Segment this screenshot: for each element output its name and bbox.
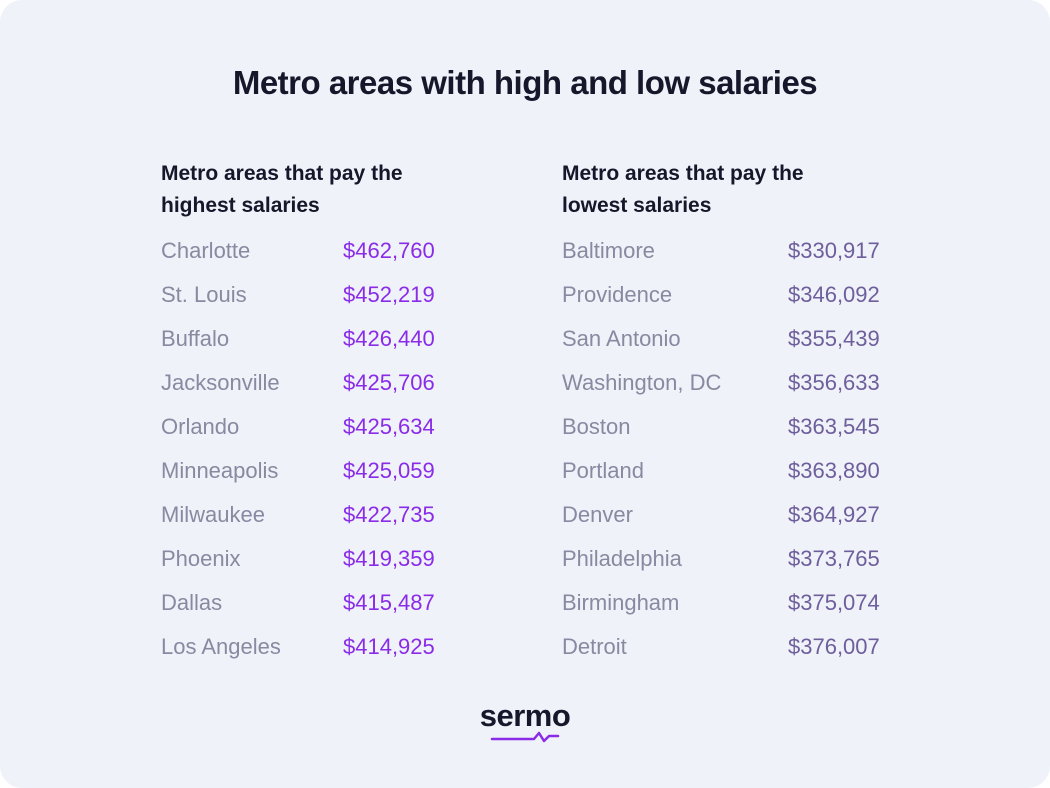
metro-name: San Antonio — [562, 326, 681, 351]
table-heading: Metro areas that pay the highest salaries — [161, 158, 403, 238]
table-row: Boston $363,545 — [562, 414, 880, 458]
salary: $462,760 — [343, 238, 435, 263]
table-row: Charlotte $462,760 — [161, 238, 435, 282]
salary: $414,925 — [343, 634, 435, 659]
salary: $426,440 — [343, 326, 435, 351]
table-row: Birmingham $375,074 — [562, 590, 880, 634]
table: Metro areas that pay the lowest salaries B… — [562, 158, 880, 678]
table-row: Providence $346,092 — [562, 282, 880, 326]
table-row: Phoenix $419,359 — [161, 546, 435, 590]
metro-name: Orlando — [161, 414, 240, 439]
table-row: San Antonio $355,439 — [562, 326, 880, 370]
metro-name: Boston — [562, 414, 631, 439]
salary: $356,633 — [788, 370, 880, 395]
table-row: Milwaukee $422,735 — [161, 502, 435, 546]
metro-name: Dallas — [161, 590, 223, 615]
metro-name: Milwaukee — [161, 502, 265, 527]
salary: $373,765 — [788, 546, 880, 571]
metro-name: Buffalo — [161, 326, 230, 351]
metro-name: Los Angeles — [161, 634, 281, 659]
salary: $363,545 — [788, 414, 880, 439]
table-row: St. Louis $452,219 — [161, 282, 435, 326]
table-row: Orlando $425,634 — [161, 414, 435, 458]
table-row: Detroit $376,007 — [562, 634, 880, 678]
table-row: Philadelphia $373,765 — [562, 546, 880, 590]
table-row: Los Angeles $414,925 — [161, 634, 435, 678]
table-row: Minneapolis $425,059 — [161, 458, 435, 502]
metro-name: Philadelphia — [562, 546, 682, 571]
table-row: Jacksonville $425,706 — [161, 370, 435, 414]
metro-name: Denver — [562, 502, 633, 527]
metro-name: Baltimore — [562, 238, 655, 263]
logo-underline — [490, 731, 560, 743]
salary: $419,359 — [343, 546, 435, 571]
metro-name: Minneapolis — [161, 458, 279, 483]
salary: $330,917 — [788, 238, 880, 263]
salary: $363,890 — [788, 458, 880, 483]
salary: $425,059 — [343, 458, 435, 483]
salary: $346,092 — [788, 282, 880, 307]
salary: $415,487 — [343, 590, 435, 615]
table-row: Denver $364,927 — [562, 502, 880, 546]
table-row: Washington, DC $356,633 — [562, 370, 880, 414]
heading-line: Metro areas that pay the — [562, 162, 804, 185]
salary: $452,219 — [343, 282, 435, 307]
table-row: Buffalo $426,440 — [161, 326, 435, 370]
title: Metro areas with high and low salaries — [232, 64, 818, 101]
table-heading: Metro areas that pay the lowest salaries — [562, 158, 804, 238]
metro-name: Washington, DC — [562, 370, 722, 395]
salary: $375,074 — [788, 590, 880, 615]
heading-line: highest salaries — [161, 194, 320, 217]
metro-name: Charlotte — [161, 238, 251, 263]
metro-name: St. Louis — [161, 282, 247, 307]
salary: $364,927 — [788, 502, 880, 527]
metro-name: Birmingham — [562, 590, 680, 615]
table: Metro areas that pay the highest salaries… — [161, 158, 435, 678]
metro-name: Providence — [562, 282, 673, 307]
salary: $355,439 — [788, 326, 880, 351]
salary: $425,706 — [343, 370, 435, 395]
heading-line: Metro areas that pay the — [161, 162, 403, 185]
metro-name: Phoenix — [161, 546, 241, 571]
table-row: Dallas $415,487 — [161, 590, 435, 634]
metro-name: Detroit — [562, 634, 627, 659]
salary: $425,634 — [343, 414, 435, 439]
metro-name: Jacksonville — [161, 370, 280, 395]
salary: $422,735 — [343, 502, 435, 527]
table-row: Portland $363,890 — [562, 458, 880, 502]
table-row: Baltimore $330,917 — [562, 238, 880, 282]
metro-name: Portland — [562, 458, 644, 483]
salary: $376,007 — [788, 634, 880, 659]
logo: sermo — [479, 698, 571, 733]
heading-line: lowest salaries — [562, 194, 712, 217]
